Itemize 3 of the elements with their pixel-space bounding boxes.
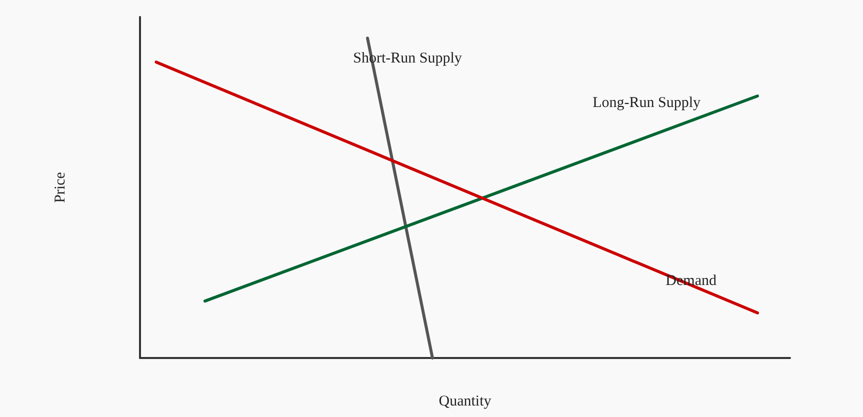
y-axis-title: Price — [52, 172, 68, 203]
x-axis-title: Quantity — [438, 394, 492, 410]
series-label: Long-Run Supply — [592, 95, 701, 112]
